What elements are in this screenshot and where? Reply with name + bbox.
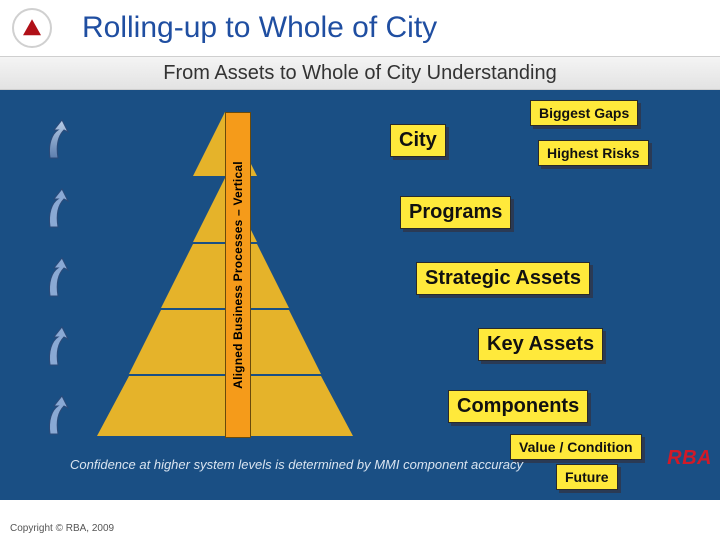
arrow-icon — [44, 394, 70, 438]
vertical-label-text: Aligned Business Processes – Vertical — [231, 161, 245, 389]
text: Biggest Gaps — [539, 105, 629, 121]
header: Rolling-up to Whole of City — [0, 0, 720, 56]
arrow-icon — [44, 325, 70, 369]
footer: Copyright © RBA, 2009 — [0, 517, 720, 540]
arrow-icon — [44, 187, 70, 231]
main-title: Rolling-up to Whole of City — [82, 11, 437, 45]
subtitle-text: From Assets to Whole of City Understandi… — [163, 62, 557, 85]
box-strategic-assets: Strategic Assets — [416, 262, 590, 295]
box-biggest-gaps: Biggest Gaps — [530, 100, 638, 126]
text: Highest Risks — [547, 145, 640, 161]
slide: Rolling-up to Whole of City From Assets … — [0, 0, 720, 540]
text: Strategic Assets — [425, 267, 581, 289]
box-components: Components — [448, 390, 588, 423]
rba-mark: RBA — [667, 447, 712, 470]
body-area: Aligned Business Processes – Vertical Bi… — [0, 90, 720, 500]
text: Future — [565, 469, 609, 485]
vertical-label: Aligned Business Processes – Vertical — [225, 112, 251, 438]
bottom-caption: Confidence at higher system levels is de… — [70, 457, 523, 472]
box-value-condition: Value / Condition — [510, 434, 642, 460]
box-city: City — [390, 124, 446, 157]
text: City — [399, 129, 437, 151]
arrow-icon — [44, 256, 70, 300]
copyright: Copyright © RBA, 2009 — [10, 523, 114, 534]
text: Value / Condition — [519, 439, 633, 455]
subtitle-bar: From Assets to Whole of City Understandi… — [0, 56, 720, 90]
box-programs: Programs — [400, 196, 511, 229]
logo — [12, 8, 52, 48]
text: Key Assets — [487, 333, 594, 355]
text: Components — [457, 395, 579, 417]
box-key-assets: Key Assets — [478, 328, 603, 361]
text: Programs — [409, 201, 502, 223]
box-highest-risks: Highest Risks — [538, 140, 649, 166]
arrow-icon — [44, 118, 70, 162]
box-future: Future — [556, 464, 618, 490]
